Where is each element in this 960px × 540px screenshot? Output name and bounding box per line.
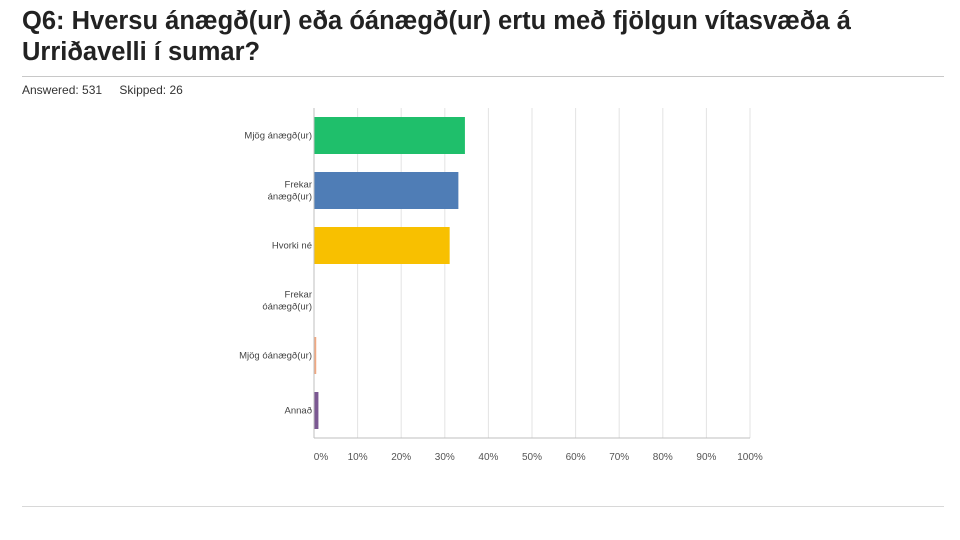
bar bbox=[314, 227, 450, 264]
title-divider bbox=[22, 76, 944, 77]
bar bbox=[314, 392, 319, 429]
x-tick-label: 50% bbox=[522, 452, 542, 463]
bottom-divider bbox=[22, 506, 944, 507]
category-label: Mjög óánægð(ur) bbox=[239, 351, 312, 362]
x-tick-label: 100% bbox=[737, 452, 763, 463]
bar bbox=[314, 117, 465, 154]
category-label: Frekar bbox=[285, 290, 312, 301]
answered-count: Answered: 531 bbox=[22, 83, 103, 97]
bar bbox=[314, 337, 317, 374]
question-title: Q6: Hversu ánægð(ur) eða óánægð(ur) ertu… bbox=[22, 7, 851, 66]
response-stats: Answered: 531 Skipped: 26 bbox=[22, 83, 197, 97]
skipped-count: Skipped: 26 bbox=[119, 83, 183, 97]
x-tick-label: 60% bbox=[566, 452, 586, 463]
x-tick-label: 80% bbox=[653, 452, 673, 463]
x-tick-label: 0% bbox=[314, 452, 329, 463]
bar bbox=[314, 172, 459, 209]
x-tick-label: 90% bbox=[696, 452, 716, 463]
category-label: Annað bbox=[285, 406, 312, 417]
x-tick-label: 20% bbox=[391, 452, 411, 463]
x-tick-label: 40% bbox=[478, 452, 498, 463]
category-label: Mjög ánægð(ur) bbox=[244, 131, 312, 142]
bar-chart: 0% 10% 20% 30% 40% 50% 60% 70% 80% 90% 100% Mjög án… bbox=[239, 108, 763, 463]
category-label: Hvorki né bbox=[272, 241, 312, 252]
x-tick-label: 70% bbox=[609, 452, 629, 463]
x-tick-label: 10% bbox=[348, 452, 368, 463]
category-label: ánægð(ur) bbox=[268, 192, 312, 203]
category-label: Frekar bbox=[285, 180, 312, 191]
x-tick-label: 30% bbox=[435, 452, 455, 463]
category-label: óánægð(ur) bbox=[262, 302, 312, 313]
